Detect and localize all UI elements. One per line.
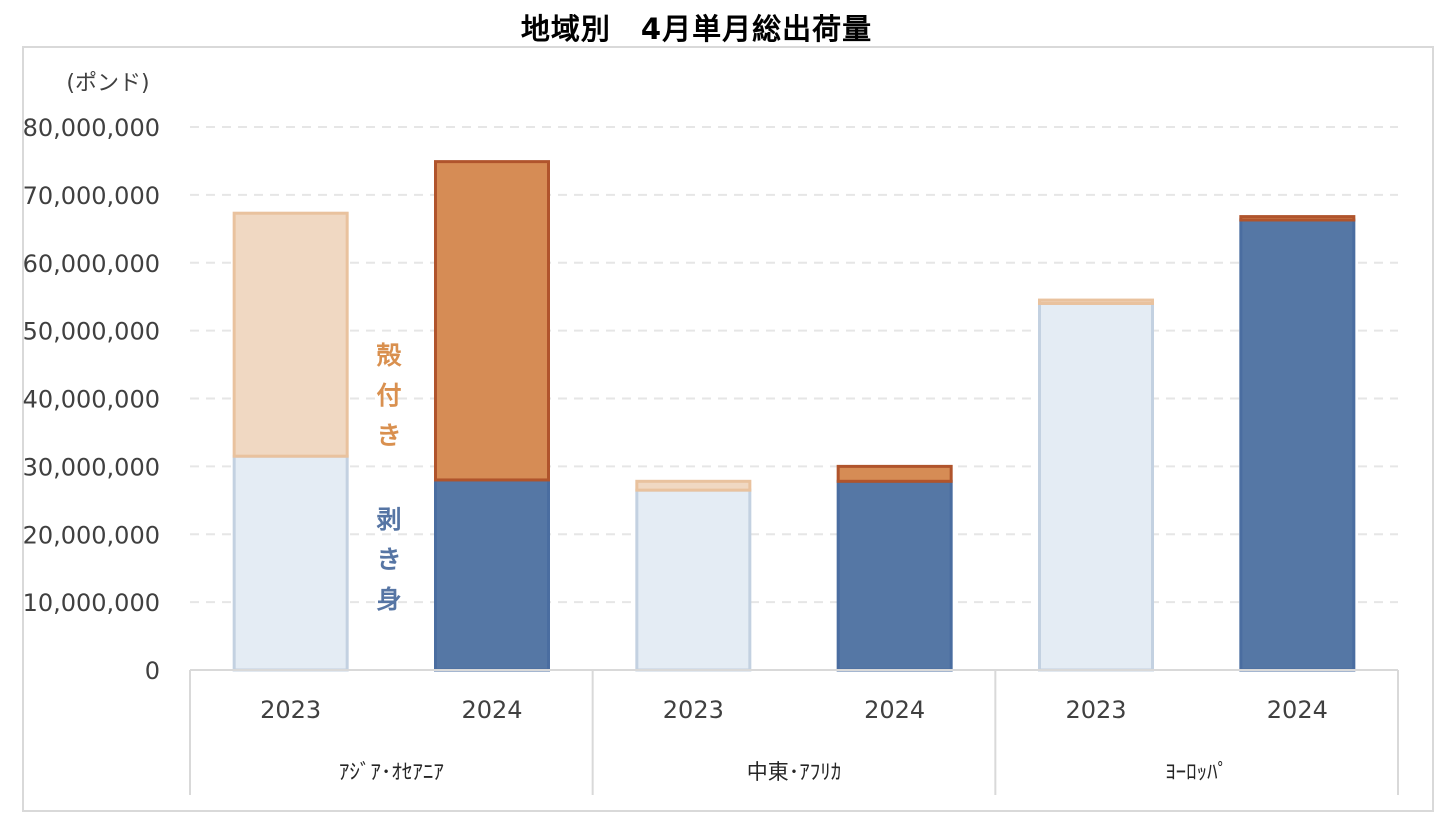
bar-segment-shell [434,160,550,482]
x-tick-label: 2023 [663,696,724,724]
label-shell-char: 殻 [376,341,402,370]
x-tick-label: 2023 [1065,696,1126,724]
y-tick-label: 70,000,000 [23,182,160,210]
label-shell-char: き [376,421,401,450]
bar-segment-shelled [434,478,550,672]
label-shelled-char: き [376,545,401,574]
chart-title: 地域別 4月単月総出荷量 [520,12,873,46]
x-tick-label: 2024 [1267,696,1328,724]
x-group-label: ﾖｰﾛｯﾊﾟ [1165,760,1228,784]
bar-segment-shelled [232,454,349,672]
x-group-label: ｱｼﾞｱ･ｵｾｱﾆｱ [339,760,444,784]
y-tick-label: 20,000,000 [23,521,160,549]
label-shell-char: 付 [376,381,401,410]
y-tick-label: 0 [145,657,160,685]
label-shelled-char: 剥 [376,505,401,534]
bar-segment-shelled [635,488,752,672]
y-tick-label: 80,000,000 [23,114,160,142]
bar-segment-shell [1239,215,1356,222]
bar-segment-shelled [836,479,953,672]
y-unit-label: (ポンド) [66,71,149,96]
y-axis-ticks: 0 10,000,000 20,000,000 30,000,000 40,000,00… [23,114,160,685]
y-tick-label: 30,000,000 [23,453,160,481]
y-tick-label: 60,000,000 [23,250,160,278]
bar-segment-shelled [1239,218,1356,672]
gridlines [190,126,1398,604]
bar-segment-shell [836,464,953,483]
x-tick-label: 2023 [260,696,321,724]
y-tick-label: 10,000,000 [23,589,160,617]
x-group-label: 中東･ｱﾌﾘｶ [747,760,842,784]
y-tick-label: 40,000,000 [23,386,160,414]
bar-segment-shelled [1038,301,1154,672]
x-tick-label: 2024 [461,696,522,724]
bar-segment-shell [1038,298,1154,305]
bar-segment-shell [635,479,752,492]
x-axis: 2023 2024 2023 2024 2023 2024 ｱｼﾞｱ･ｵｾｱﾆｱ 中東･ｱﾌﾘ… [189,669,1399,795]
x-tick-label: 2024 [864,696,925,724]
y-tick-label: 50,000,000 [23,318,160,346]
plot-area-frame [22,46,1434,812]
bars [232,160,1356,672]
label-shelled-char: 身 [376,585,401,614]
bar-segment-shell [232,211,349,458]
